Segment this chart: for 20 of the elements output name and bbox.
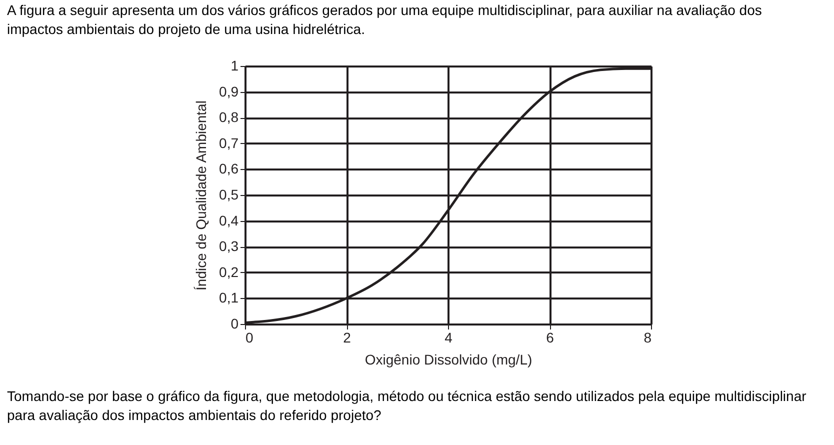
chart-title: A figura a seguir apresenta um dos vários gráficos gerados por uma equipe multidisciplinar, para auxiliar na avaliação dos impactos ambientais do projeto de uma usina hidrelétrica. [7, 2, 762, 37]
x-axis-title: Oxigênio Dissolvido (mg/L) [364, 352, 532, 368]
x-tick-label: 4 [444, 330, 453, 346]
x-tick-label: 0 [246, 330, 254, 346]
y-tick-label: 0,7 [219, 134, 239, 151]
text: Tomando-se por base o gráfico da figura, que metodologia, método ou técnica estão sendo utilizados pela equipe multidisciplinar para avaliação dos impactos ambientais do referido projeto? [7, 388, 807, 423]
y-tick-label: 0,8 [219, 109, 239, 126]
x-tick-label: 2 [343, 330, 352, 346]
y-tick-label: 0,9 [219, 83, 239, 100]
y-tick-label: 0,4 [219, 212, 239, 228]
y-axis-title: Índice de Qualidade Ambiental [193, 100, 210, 290]
y-tick-label: 0 [230, 316, 239, 332]
y-tick-label: 0,6 [219, 160, 239, 177]
x-tick-label: 8 [644, 330, 652, 346]
y-tick-label: 0,2 [219, 264, 239, 280]
y-tick-label: 0,5 [219, 186, 239, 202]
y-tick-label: 1 [230, 58, 239, 74]
x-tick-label: 6 [546, 330, 554, 346]
y-tick-label: 0,1 [219, 290, 239, 306]
y-tick-label: 0,3 [219, 238, 239, 254]
